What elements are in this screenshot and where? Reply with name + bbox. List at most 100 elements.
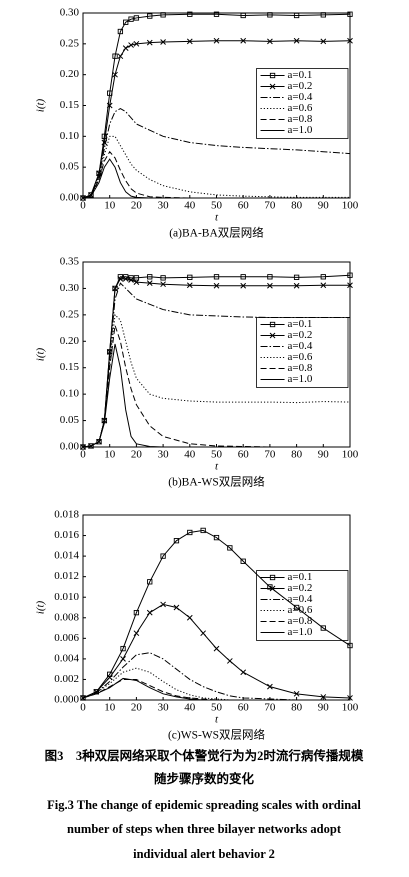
marker [173,538,180,544]
marker [122,45,129,52]
legend-label: a=1.0 [288,626,313,638]
marker [147,274,153,280]
y-tick-label: 0.018 [54,509,79,521]
x-tick-label: 80 [291,200,303,212]
marker [320,274,326,280]
legend-label: a=0.6 [288,351,313,363]
chart-subtitle: (a)BA-BA双层网络 [169,226,264,240]
y-tick-label: 0.30 [60,282,80,294]
marker [88,192,94,198]
x-tick-label: 90 [318,449,330,461]
marker [240,37,247,44]
legend-label: a=0.4 [288,340,313,352]
marker [347,642,353,649]
marker [133,40,140,47]
y-tick-label: 0.15 [60,99,80,111]
x-tick-label: 100 [342,200,359,212]
x-tick-label: 20 [131,449,143,461]
y-axis-label: i(t) [35,347,47,361]
caption-en: number of steps when three bilayer netwo… [67,822,342,836]
marker [146,39,153,46]
series-line [82,13,351,199]
y-tick-label: 0.15 [60,361,80,373]
caption-en: individual alert behavior 2 [133,847,275,861]
marker [240,669,247,676]
chart-subtitle: (b)BA-WS双层网络 [168,475,265,489]
marker [147,13,153,19]
series-line [82,135,350,199]
marker [347,272,353,278]
marker [186,38,193,45]
legend-label: a=0.4 [288,91,313,103]
x-tick-label: 90 [318,702,330,714]
y-tick-label: 0.006 [54,632,79,644]
marker [96,439,102,445]
marker [80,695,86,701]
legend-label: a=0.8 [288,362,313,374]
marker [267,274,273,280]
marker [213,534,220,541]
marker [122,276,129,282]
y-tick-label: 0.000 [54,694,79,706]
x-tick-label: 50 [211,449,223,461]
marker [133,275,140,281]
marker [117,53,124,60]
x-tick-label: 50 [211,200,223,212]
y-tick-label: 0.20 [60,68,80,80]
legend-marker [269,574,276,581]
series-line [82,150,350,199]
x-tick-label: 50 [211,702,223,714]
marker [120,656,126,662]
marker [120,645,126,652]
x-tick-label: 40 [184,702,196,714]
x-tick-label: 0 [80,702,86,714]
series-line [82,343,350,448]
x-tick-label: 80 [291,702,303,714]
x-tick-label: 0 [80,200,86,212]
series-line [82,652,350,701]
legend-marker [269,321,276,328]
legend-marker [269,72,276,79]
marker [173,604,180,611]
caption-zh: 图3 3种双层网络采取个体警觉行为为2时流行病传播规模 [45,748,364,763]
marker [267,12,273,18]
x-tick-label: 70 [264,702,276,714]
x-tick-label: 30 [158,702,170,714]
legend-label: a=0.1 [288,571,313,583]
y-axis-label: i(t) [35,600,47,614]
marker [347,282,353,289]
marker [112,53,118,59]
marker [227,545,233,551]
marker [347,37,353,44]
y-tick-label: 0.014 [54,550,79,562]
y-tick-label: 0.016 [54,529,79,541]
y-tick-label: 0.05 [60,414,80,426]
x-tick-label: 10 [104,200,116,212]
caption-en: Fig.3 The change of epidemic spreading s… [47,798,361,812]
marker [240,274,246,280]
y-tick-label: 0.008 [54,611,79,623]
legend-label: a=0.2 [288,80,313,92]
marker [123,19,129,25]
legend-label: a=0.2 [288,582,313,594]
marker [128,277,134,283]
x-tick-label: 100 [342,702,359,714]
y-tick-label: 0.25 [60,308,80,320]
marker [133,279,140,285]
legend-label: a=0.4 [288,593,313,605]
series-line [82,158,350,199]
marker [147,579,153,585]
y-tick-label: 0.10 [60,130,80,142]
y-tick-label: 0.002 [54,673,79,685]
marker [293,604,300,611]
x-tick-label: 60 [238,200,250,212]
marker [240,12,246,19]
x-axis-label: t [215,461,219,473]
marker [293,12,300,19]
marker [160,553,166,559]
marker [187,274,193,280]
marker [320,282,327,289]
legend-marker [269,83,276,90]
legend-label: a=1.0 [288,373,313,385]
x-tick-label: 60 [238,702,250,714]
